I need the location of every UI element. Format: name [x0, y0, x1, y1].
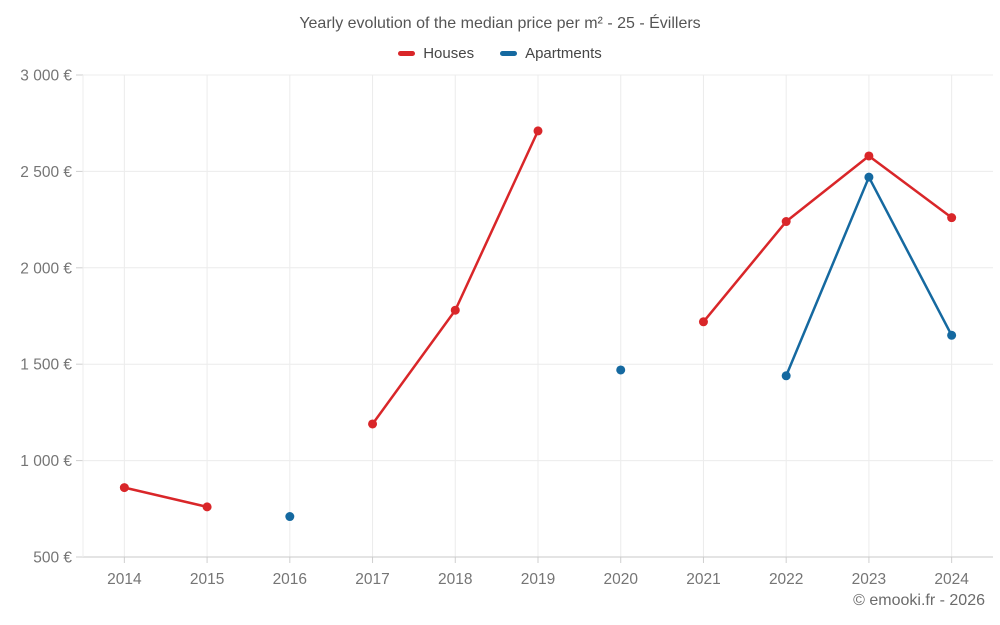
x-axis-label: 2019 [521, 571, 555, 588]
x-axis-label: 2024 [934, 571, 969, 588]
data-point-houses[interactable] [202, 502, 212, 512]
x-axis-label: 2014 [107, 571, 142, 588]
series-line-houses [123, 486, 209, 509]
data-point-houses[interactable] [947, 213, 957, 223]
x-axis-label: 2021 [686, 571, 720, 588]
houses-legend-marker-icon [398, 51, 416, 56]
y-axis-label: 1 500 € [20, 357, 72, 374]
data-point-houses[interactable] [119, 483, 129, 493]
x-axis-label: 2022 [769, 571, 803, 588]
y-axis-label: 500 € [33, 550, 72, 567]
y-axis-label: 2 000 € [20, 260, 72, 277]
data-point-apartments[interactable] [947, 330, 957, 340]
data-point-houses[interactable] [781, 217, 791, 227]
copyright-text: © emooki.fr - 2026 [853, 592, 985, 609]
data-point-apartments[interactable] [781, 371, 791, 381]
series-line-houses [702, 154, 953, 324]
chart-title: Yearly evolution of the median price per… [299, 15, 701, 32]
data-point-houses[interactable] [450, 305, 460, 315]
legend-label-apartments: Apartments [525, 45, 602, 62]
x-axis-label: 2023 [852, 571, 886, 588]
y-axis-label: 1 000 € [20, 453, 72, 470]
x-axis-label: 2015 [190, 571, 224, 588]
data-point-houses[interactable] [864, 151, 874, 161]
x-axis-label: 2020 [603, 571, 638, 588]
chart-legend: Houses Apartments [0, 45, 1000, 62]
data-point-houses[interactable] [533, 126, 543, 136]
apartments-legend-marker-icon [500, 51, 518, 56]
legend-item-apartments[interactable]: Apartments [500, 45, 602, 62]
x-axis-label: 2017 [355, 571, 389, 588]
data-point-houses[interactable] [368, 419, 378, 429]
x-axis-label: 2018 [438, 571, 472, 588]
data-point-apartments[interactable] [864, 172, 874, 182]
y-axis-label: 3 000 € [20, 68, 72, 85]
y-axis-label: 2 500 € [20, 164, 72, 181]
data-point-houses[interactable] [698, 317, 708, 327]
legend-label-houses: Houses [423, 45, 475, 62]
data-point-apartments[interactable] [616, 365, 626, 375]
data-point-apartments[interactable] [285, 512, 295, 522]
legend-item-houses[interactable]: Houses [398, 45, 474, 62]
x-axis-label: 2016 [273, 571, 307, 588]
